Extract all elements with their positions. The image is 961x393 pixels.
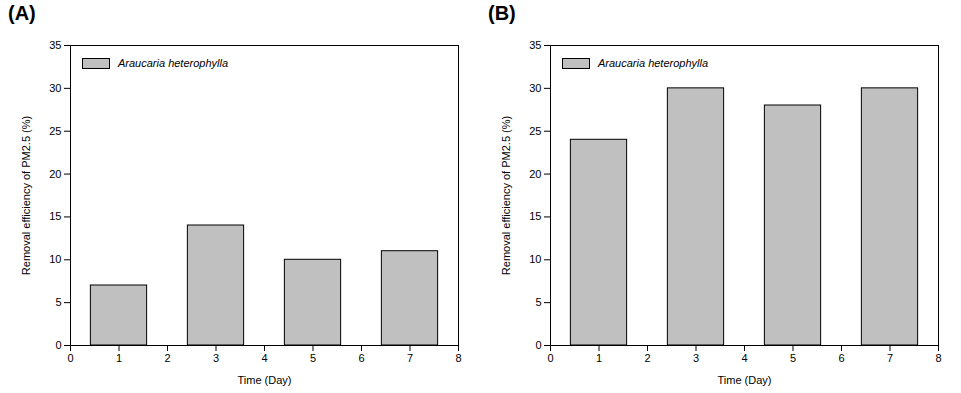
- svg-text:0: 0: [535, 339, 541, 351]
- svg-text:3: 3: [213, 352, 219, 364]
- html-text:(B): (B): [488, 2, 516, 24]
- svg-text:7: 7: [407, 352, 413, 364]
- svg-text:2: 2: [164, 352, 170, 364]
- svg-text:6: 6: [838, 352, 844, 364]
- svg-text:5: 5: [310, 352, 316, 364]
- svg-text:15: 15: [49, 210, 61, 222]
- svg-text:1: 1: [116, 352, 122, 364]
- svg-text:0: 0: [55, 339, 61, 351]
- svg-text:35: 35: [529, 39, 541, 51]
- svg-text:Time (Day): Time (Day): [238, 374, 292, 386]
- svg-text:1: 1: [596, 352, 602, 364]
- svg-text:0: 0: [547, 352, 553, 364]
- svg-text:7: 7: [887, 352, 893, 364]
- html-text:Araucaria heterophylla: Araucaria heterophylla: [118, 57, 229, 69]
- svg-text:10: 10: [49, 253, 61, 265]
- svg-text:8: 8: [935, 352, 941, 364]
- svg-text:35: 35: [49, 39, 61, 51]
- html-text:Araucaria heterophylla: Araucaria heterophylla: [598, 57, 709, 69]
- svg-text:8: 8: [455, 352, 461, 364]
- svg-text:10: 10: [529, 253, 541, 265]
- svg-text:30: 30: [49, 82, 61, 94]
- svg-text:Removal efficiency of PM2.5 (%: Removal efficiency of PM2.5 (%): [500, 116, 512, 275]
- svg-text:0: 0: [67, 352, 73, 364]
- svg-text:4: 4: [261, 352, 267, 364]
- svg-text:20: 20: [529, 168, 541, 180]
- svg-text:25: 25: [49, 125, 61, 137]
- html-text:(A): (A): [8, 2, 36, 24]
- svg-text:2: 2: [644, 352, 650, 364]
- svg-text:Removal efficiency of PM2.5 (%: Removal efficiency of PM2.5 (%): [20, 116, 32, 275]
- svg-text:15: 15: [529, 210, 541, 222]
- svg-text:4: 4: [741, 352, 747, 364]
- svg-text:5: 5: [790, 352, 796, 364]
- svg-text:20: 20: [49, 168, 61, 180]
- svg-text:Time (Day): Time (Day): [718, 374, 772, 386]
- svg-text:3: 3: [693, 352, 699, 364]
- svg-text:30: 30: [529, 82, 541, 94]
- svg-text:6: 6: [358, 352, 364, 364]
- svg-text:5: 5: [55, 296, 61, 308]
- svg-text:5: 5: [535, 296, 541, 308]
- svg-text:25: 25: [529, 125, 541, 137]
